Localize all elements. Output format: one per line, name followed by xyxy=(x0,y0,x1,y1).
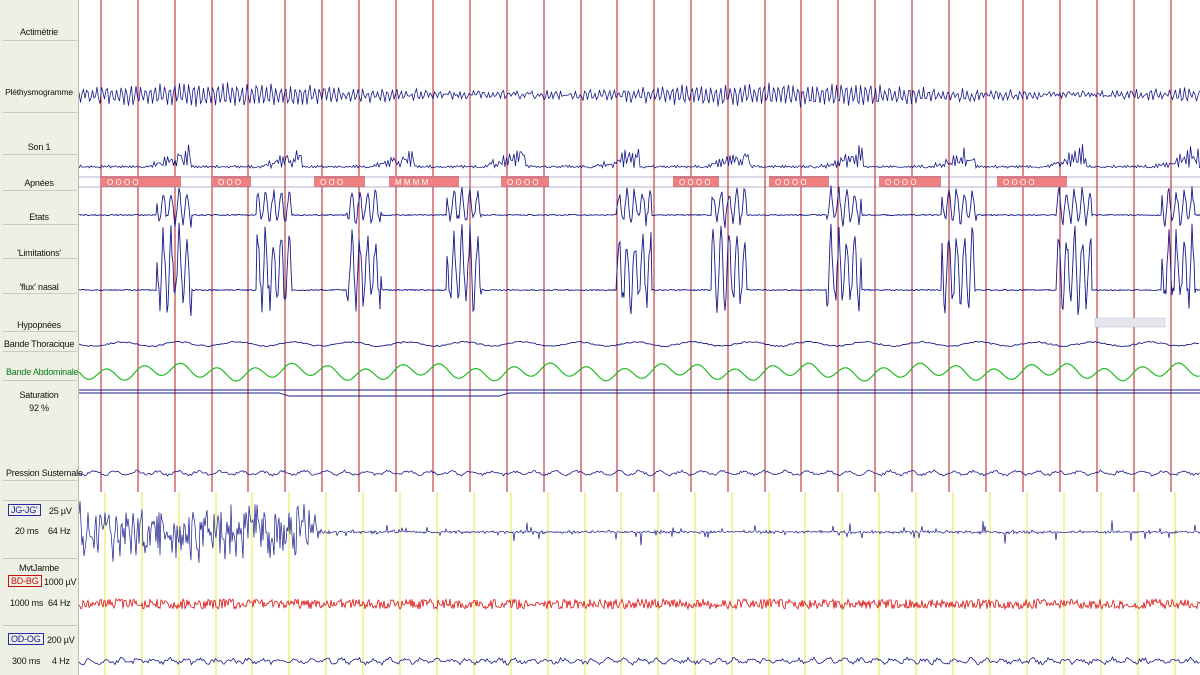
bande-abdominale-trace xyxy=(79,362,1200,382)
montage-od[interactable]: OD-OG xyxy=(8,633,44,645)
apnea-event-bar[interactable] xyxy=(314,176,365,187)
channel-label-etats[interactable]: Etats xyxy=(29,212,49,222)
apnea-event-bar[interactable] xyxy=(101,176,181,187)
divider xyxy=(3,40,77,41)
apnea-event-bar[interactable] xyxy=(212,176,251,187)
channel-label-bande-thoracique[interactable]: Bande Thoracique xyxy=(4,339,75,349)
filter-bd[interactable]: 64 Hz xyxy=(48,598,71,608)
divider xyxy=(3,380,77,381)
montage-jg[interactable]: JG-JG' xyxy=(8,504,41,516)
apnea-event-bar[interactable] xyxy=(673,176,719,187)
timebase-od[interactable]: 300 ms xyxy=(12,656,41,666)
divider xyxy=(3,112,77,113)
apnea-event-codes: O O O O xyxy=(885,178,917,187)
timebase-jg[interactable]: 20 ms xyxy=(15,526,39,536)
divider xyxy=(3,480,77,481)
channel-label-saturation[interactable]: Saturation xyxy=(19,390,59,400)
gain-od[interactable]: 200 µV xyxy=(47,635,75,645)
od-og-trace xyxy=(79,656,1200,666)
apnea-event-bar[interactable] xyxy=(997,176,1067,187)
divider xyxy=(3,190,77,191)
divider xyxy=(3,331,77,332)
divider xyxy=(3,258,77,259)
montage-bd[interactable]: BD-BG xyxy=(8,575,42,587)
channel-label-bande-abdominale[interactable]: Bande Abdominale xyxy=(6,367,79,377)
saturation-trace xyxy=(79,389,1200,397)
channel-label-panel: Actimétrie Pléthysmogramme Son 1 Apnées … xyxy=(0,0,83,675)
bande-thoracique-trace xyxy=(79,340,1200,348)
son-trace xyxy=(79,144,1200,170)
plethysmogramme-trace xyxy=(79,82,1200,108)
waveform-canvas[interactable]: O O O O O O O O O O M M M M O O O O O O O O O … xyxy=(79,0,1200,675)
apnea-event-bar[interactable] xyxy=(501,176,549,187)
divider xyxy=(3,558,77,559)
flux-nasal-trace xyxy=(79,222,1200,316)
channel-label-hypopnees[interactable]: Hypopnées xyxy=(17,320,61,330)
apnea-event-codes: O O O O xyxy=(679,178,711,187)
emg-jg-trace xyxy=(79,500,1200,563)
gain-jg[interactable]: 25 µV xyxy=(49,506,72,516)
divider xyxy=(3,500,77,501)
timebase-bd[interactable]: 1000 ms xyxy=(10,598,44,608)
filter-jg[interactable]: 64 Hz xyxy=(48,526,71,536)
channel-label-plethysmogramme[interactable]: Pléthysmogramme xyxy=(5,87,73,97)
apnea-event-codes: O O O O xyxy=(107,178,139,187)
channel-label-son[interactable]: Son 1 xyxy=(27,142,51,152)
apnea-event-codes: O O O xyxy=(320,178,343,187)
apnea-event-codes: O O O xyxy=(218,178,241,187)
hypopnea-event[interactable] xyxy=(1094,317,1166,328)
apnea-event-bar[interactable] xyxy=(769,176,829,187)
divider xyxy=(3,293,77,294)
divider xyxy=(3,224,77,225)
channel-label-apnees[interactable]: Apnées xyxy=(24,178,54,188)
channel-label-actimetrie[interactable]: Actimétrie xyxy=(19,27,58,37)
divider xyxy=(3,625,77,626)
channel-label-pression-susternale[interactable]: Pression Susternale xyxy=(6,468,83,478)
apnea-event-codes: O O O O xyxy=(775,178,807,187)
channel-label-mvt-jambe[interactable]: MvtJambe xyxy=(19,563,59,573)
apnea-event-codes: O O O O xyxy=(1003,178,1035,187)
channel-label-flux-nasal[interactable]: 'flux' nasal xyxy=(19,282,59,292)
apnea-event-codes: M M M M xyxy=(395,178,429,187)
channel-label-limitations[interactable]: 'Limitations' xyxy=(17,248,61,258)
gain-bd[interactable]: 1000 µV xyxy=(44,577,77,587)
etats-trace xyxy=(79,185,1200,228)
divider xyxy=(3,351,77,352)
saturation-value: 92 % xyxy=(29,403,49,413)
filter-od[interactable]: 4 Hz xyxy=(52,656,70,666)
apnea-event-bar[interactable] xyxy=(389,176,459,187)
apnea-event-bar[interactable] xyxy=(879,176,941,187)
pression-susternale-trace xyxy=(79,469,1200,477)
divider xyxy=(3,154,77,155)
apnea-event-codes: O O O O xyxy=(507,178,539,187)
mvt-jambe-trace xyxy=(79,597,1200,611)
